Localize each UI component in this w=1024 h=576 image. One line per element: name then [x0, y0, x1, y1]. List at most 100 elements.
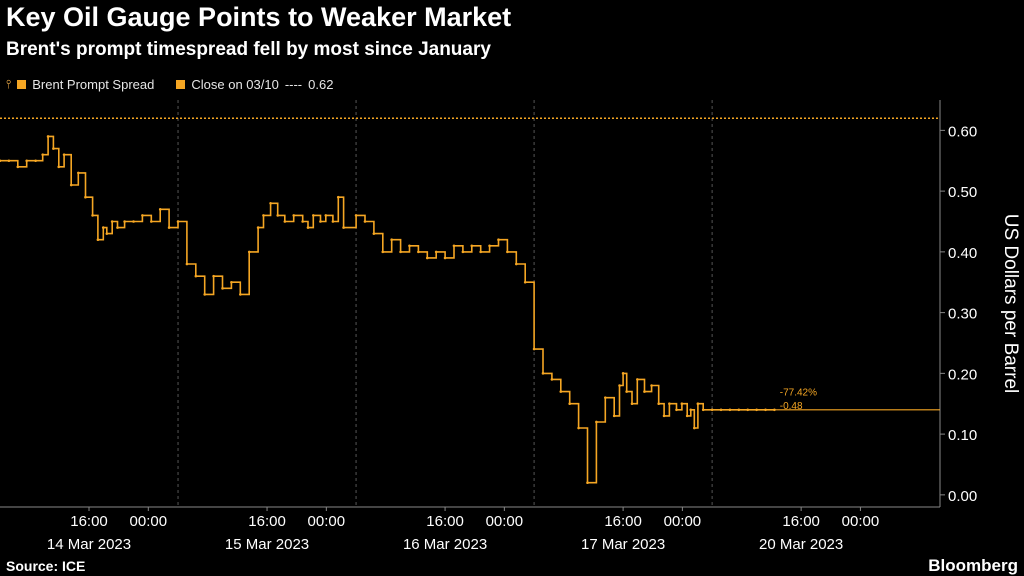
- series-point-36: [269, 201, 272, 205]
- series-point-97: [728, 408, 732, 412]
- y-tick-label-2: 0.20: [948, 366, 977, 383]
- series-point-85: [657, 402, 661, 406]
- series-point-82: [636, 378, 639, 381]
- y-tick-label-5: 0.50: [948, 184, 977, 201]
- y-axis-title: US Dollars per Barrel: [1000, 214, 1021, 394]
- chart-subtitle: Brent's prompt timespread fell by most s…: [6, 39, 491, 60]
- brand-logo: Bloomberg: [928, 556, 1018, 575]
- series-point-45: [331, 220, 335, 223]
- series-point-93: [696, 402, 700, 406]
- series-point-31: [230, 280, 233, 284]
- series-point-73: [577, 426, 580, 430]
- series-point-56: [425, 256, 429, 260]
- change-abs-label: -0.48: [780, 401, 803, 412]
- y-tick-label-1: 0.10: [948, 427, 977, 444]
- y-tick-label-0: 0.00: [948, 488, 977, 505]
- series-point-84: [650, 384, 653, 387]
- series-point-57: [434, 250, 438, 254]
- series-point-12: [84, 195, 87, 199]
- series-point-23: [158, 208, 162, 211]
- series-point-18: [116, 226, 119, 229]
- change-pct-label: -77.42%: [780, 388, 817, 399]
- series-point-43: [319, 220, 322, 223]
- x-tick-label-1: 00:00: [130, 513, 168, 530]
- x-tick-label-7: 00:00: [664, 513, 702, 530]
- legend-close-value: 0.62: [308, 77, 334, 92]
- series-point-91: [689, 408, 693, 412]
- series-point-60: [461, 250, 465, 254]
- series-point-90: [685, 414, 689, 418]
- close-swatch: [176, 80, 186, 89]
- series-point-88: [675, 408, 678, 412]
- series-point-38: [283, 220, 287, 223]
- date-label-4: 20 Mar 2023: [759, 536, 843, 553]
- series-point-72: [568, 402, 571, 406]
- series-point-46: [336, 195, 340, 199]
- series-point-70: [550, 378, 554, 381]
- series-point-37: [276, 214, 280, 217]
- legend-series-label: Brent Prompt Spread: [32, 77, 155, 92]
- series-point-69: [541, 372, 545, 375]
- series-point-94: [701, 408, 705, 412]
- series-point-80: [625, 390, 628, 393]
- series-point-40: [301, 220, 304, 223]
- series-point-79: [621, 372, 625, 375]
- series-point-55: [417, 250, 420, 254]
- series-point-35: [262, 214, 265, 217]
- series-point-29: [212, 274, 215, 278]
- series-point-61: [470, 244, 474, 248]
- date-label-0: 14 Mar 2023: [47, 536, 131, 553]
- series-point-2: [16, 165, 20, 169]
- series-point-25: [176, 220, 180, 223]
- series-swatch: [17, 80, 27, 89]
- series-point-64: [497, 238, 500, 242]
- series-point-39: [292, 214, 296, 217]
- series-point-47: [342, 226, 345, 229]
- series-point-74: [586, 481, 589, 485]
- series-point-52: [390, 238, 393, 242]
- series-point-32: [239, 293, 242, 296]
- series-point-15: [101, 226, 105, 229]
- series-point-44: [324, 214, 328, 217]
- series-point-13: [91, 214, 94, 217]
- y-tick-label-4: 0.40: [948, 245, 977, 262]
- series-point-65: [506, 250, 509, 254]
- series-point-71: [559, 390, 563, 393]
- series-point-83: [643, 390, 646, 393]
- series-point-77: [612, 414, 616, 418]
- x-tick-label-3: 00:00: [308, 513, 346, 530]
- series-point-22: [150, 220, 153, 223]
- series-point-9: [62, 153, 66, 156]
- series-point-95: [710, 408, 714, 412]
- x-tick-label-5: 00:00: [486, 513, 524, 530]
- series-point-67: [523, 280, 527, 284]
- series-point-20: [132, 220, 135, 223]
- series-point-48: [354, 214, 358, 217]
- source-note: Source: ICE: [6, 558, 86, 574]
- series-point-33: [247, 250, 251, 254]
- series-point-98: [737, 408, 741, 412]
- x-tick-label-4: 16:00: [426, 513, 464, 530]
- series-point-75: [595, 420, 598, 424]
- legend-close-dash: ----: [284, 77, 303, 92]
- x-tick-label-6: 16:00: [604, 513, 642, 530]
- date-label-1: 15 Mar 2023: [225, 536, 309, 553]
- series-point-78: [618, 384, 621, 387]
- series-point-11: [77, 171, 80, 175]
- series-point-4: [34, 159, 37, 163]
- series-point-53: [399, 250, 402, 254]
- series-point-92: [693, 426, 696, 430]
- series-point-76: [604, 396, 607, 399]
- series-point-42: [312, 214, 315, 217]
- x-tick-label-9: 00:00: [842, 513, 880, 530]
- series-point-63: [488, 244, 491, 248]
- series-point-16: [105, 232, 109, 235]
- legend-close-label: Close on 03/10: [191, 77, 279, 92]
- series-point-81: [630, 402, 634, 406]
- series-point-41: [306, 226, 310, 229]
- date-label-2: 16 Mar 2023: [403, 536, 487, 553]
- series-point-30: [221, 287, 224, 290]
- series-point-62: [479, 250, 482, 254]
- series-point-26: [185, 262, 189, 266]
- series-point-100: [755, 408, 758, 412]
